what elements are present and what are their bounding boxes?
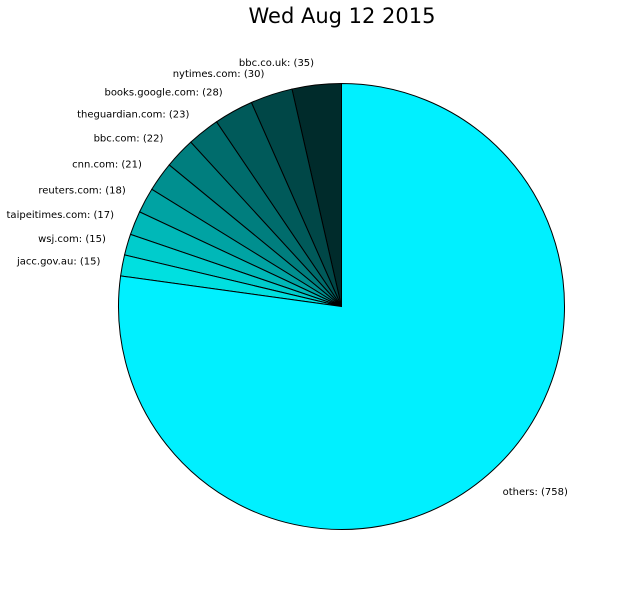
pie-label-bbc-com: bbc.com: (22) bbox=[94, 133, 164, 144]
pie-label-others: others: (758) bbox=[503, 487, 568, 498]
pie-label-wsj-com: wsj.com: (15) bbox=[38, 234, 106, 245]
pie-label-theguardian-com: theguardian.com: (23) bbox=[77, 110, 189, 121]
pie-label-reuters-com: reuters.com: (18) bbox=[38, 185, 125, 196]
pie-label-bbc-co-uk: bbc.co.uk: (35) bbox=[239, 58, 314, 69]
pie-slices bbox=[118, 82, 565, 530]
chart-title: Wed Aug 12 2015 bbox=[249, 4, 436, 28]
pie-slice-others bbox=[118, 82, 565, 530]
pie-label-nytimes-com: nytimes.com: (30) bbox=[173, 69, 265, 80]
pie-label-books-google-com: books.google.com: (28) bbox=[104, 87, 222, 98]
pie-labels: bbc.co.uk: (35)nytimes.com: (30) books.go… bbox=[7, 58, 568, 498]
pie-label-taipeitimes-com: taipeitimes.com: (17) bbox=[7, 210, 115, 221]
pie-label-cnn-com: cnn.com: (21) bbox=[72, 159, 142, 170]
pie-label-jacc-gov-au: jacc.gov.au: (15) bbox=[16, 257, 101, 268]
